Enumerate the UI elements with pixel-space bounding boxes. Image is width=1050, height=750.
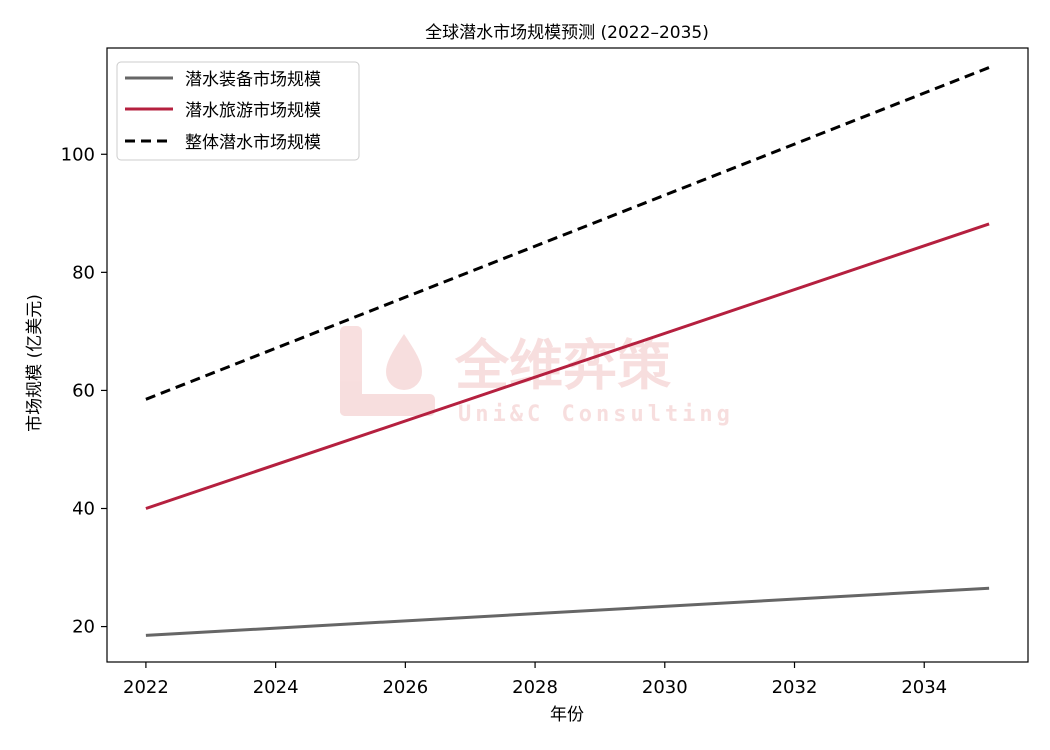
- x-tick-label-2022: 2022: [123, 677, 169, 698]
- y-tick-label-100: 100: [61, 144, 95, 165]
- x-tick-label-2026: 2026: [382, 677, 428, 698]
- y-tick-label-40: 40: [72, 499, 95, 520]
- plot-frame: [106, 47, 1029, 663]
- y-tick-label-60: 60: [72, 380, 95, 401]
- y-axis-label: 市场规模 (亿美元): [25, 294, 45, 432]
- chart-title: 全球潜水市场规模预测 (2022–2035): [425, 23, 709, 43]
- x-tick-label-2034: 2034: [901, 677, 947, 698]
- y-tick-label-20: 20: [72, 617, 95, 638]
- watermark-subtitle: Uni&C Consulting: [458, 402, 734, 427]
- legend-box: [116, 61, 360, 161]
- y-tick-label-80: 80: [72, 262, 95, 283]
- legend: 潜水装备市场规模 潜水旅游市场规模 整体潜水市场规模: [116, 61, 360, 161]
- series-line-2: [145, 66, 990, 401]
- x-tick-label-2032: 2032: [772, 677, 818, 698]
- x-tick-label-2024: 2024: [253, 677, 299, 698]
- legend-label-tourism: 潜水旅游市场规模: [185, 101, 321, 121]
- x-tick-label-2030: 2030: [642, 677, 688, 698]
- series-line-1: [145, 222, 990, 510]
- series-line-0: [145, 586, 990, 637]
- watermark: 全维弈策 Uni&C Consulting: [340, 326, 734, 427]
- watermark-logo-icon: [340, 326, 435, 416]
- x-tick-label-2028: 2028: [512, 677, 558, 698]
- x-axis-label: 年份: [550, 705, 584, 725]
- legend-label-overall: 整体潜水市场规模: [185, 133, 321, 153]
- legend-label-equipment: 潜水装备市场规模: [185, 70, 321, 90]
